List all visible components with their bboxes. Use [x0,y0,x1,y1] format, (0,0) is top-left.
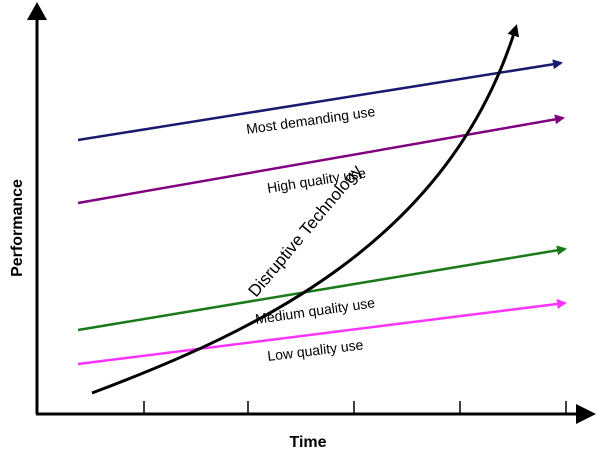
disruptive-technology: Disruptive Technology [91,24,520,395]
trajectory-most-demanding-line [77,59,563,142]
y-axis-arrowhead [27,2,47,20]
trajectory-high-quality-line [77,114,565,205]
trajectory-most-demanding-label: Most demanding use [245,103,376,137]
y-axis-title: Performance [9,179,26,277]
x-axis-arrowhead [576,404,596,424]
disruptive-technology-curve [91,24,520,395]
x-axis-title: Time [289,434,326,451]
axes: Time Performance [9,2,596,451]
trajectory-lines [77,59,567,366]
trajectory-medium-quality-line [77,245,567,332]
trajectory-low-quality-line [77,299,567,366]
trajectory-low-quality-label: Low quality use [266,336,364,364]
x-axis-ticks [143,401,567,414]
